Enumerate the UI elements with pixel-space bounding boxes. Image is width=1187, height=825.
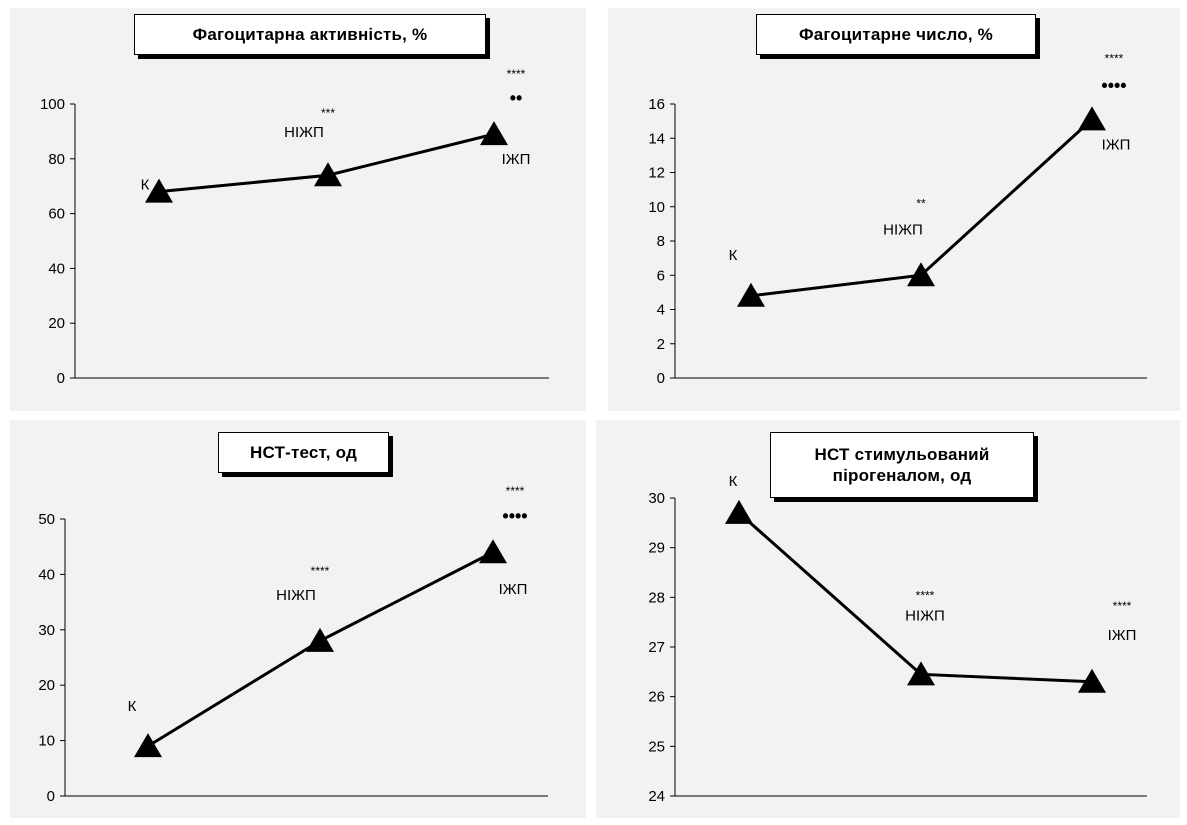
data-point-marker bbox=[480, 121, 508, 146]
data-point-marker bbox=[314, 162, 342, 187]
y-tick-label: 2 bbox=[657, 336, 665, 353]
significance-dots: •••• bbox=[502, 506, 527, 526]
y-tick-label: 12 bbox=[648, 165, 665, 182]
chart-title: Фагоцитарне число, % bbox=[756, 14, 1036, 55]
y-tick-label: 60 bbox=[48, 206, 65, 223]
y-tick-label: 10 bbox=[38, 733, 55, 750]
y-tick-label: 29 bbox=[648, 540, 665, 557]
chart-panel-phagocytic-number: 0 2 4 6 8 10 12 14 16 К НІЖП ** ІЖП **** •••• Фагоцита… bbox=[608, 8, 1180, 411]
y-tick-label: 30 bbox=[38, 622, 55, 639]
data-point-marker bbox=[145, 178, 173, 203]
chart-svg: 24 25 26 27 28 29 30 К НІЖП **** ІЖП **** bbox=[648, 473, 1147, 805]
category-label: ІЖП bbox=[502, 151, 531, 168]
data-point-marker bbox=[725, 499, 753, 524]
chart-panel-phagocytic-activity: 0 20 40 60 80 100 К НІЖП *** ІЖП **** •• Фагоцитарн… bbox=[10, 8, 586, 411]
chart-title: Фагоцитарна активність, % bbox=[134, 14, 486, 55]
y-tick-label: 40 bbox=[38, 566, 55, 583]
y-tick-label: 40 bbox=[48, 260, 65, 277]
chart-svg: 0 20 40 60 80 100 К НІЖП *** ІЖП **** •• bbox=[40, 67, 549, 387]
data-point-marker bbox=[479, 539, 507, 564]
significance-stars: **** bbox=[1113, 599, 1132, 613]
significance-stars: *** bbox=[321, 106, 335, 120]
significance-stars: ** bbox=[916, 196, 926, 210]
data-point-marker bbox=[737, 282, 765, 307]
y-tick-label: 20 bbox=[48, 315, 65, 332]
significance-stars: **** bbox=[311, 564, 330, 578]
significance-dots: •••• bbox=[1101, 75, 1126, 95]
category-label: К bbox=[141, 177, 150, 194]
data-point-marker bbox=[907, 661, 935, 686]
y-tick-label: 27 bbox=[648, 639, 665, 656]
chart-title: НСТ-тест, од bbox=[218, 432, 389, 473]
y-tick-label: 80 bbox=[48, 151, 65, 168]
y-tick-label: 0 bbox=[657, 370, 665, 387]
category-label: НІЖП bbox=[284, 124, 324, 141]
y-tick-label: 0 bbox=[47, 788, 55, 805]
y-tick-label: 16 bbox=[648, 96, 665, 113]
significance-stars: **** bbox=[506, 484, 525, 498]
y-tick-label: 20 bbox=[38, 677, 55, 694]
data-point-marker bbox=[907, 262, 935, 287]
y-tick-label: 4 bbox=[657, 302, 665, 319]
category-label: К bbox=[729, 247, 738, 264]
y-tick-label: 28 bbox=[648, 589, 665, 606]
y-tick-label: 0 bbox=[57, 370, 65, 387]
y-tick-label: 30 bbox=[648, 490, 665, 507]
category-label: НІЖП bbox=[883, 221, 923, 238]
y-tick-label: 26 bbox=[648, 689, 665, 706]
significance-stars: **** bbox=[1105, 51, 1124, 65]
significance-dots: •• bbox=[510, 88, 523, 108]
data-point-marker bbox=[134, 733, 162, 758]
data-point-marker bbox=[306, 627, 334, 652]
category-label: К bbox=[128, 698, 137, 715]
data-point-marker bbox=[1078, 668, 1106, 693]
category-label: НІЖП bbox=[905, 607, 945, 624]
chart-title-line-2: пірогеналом, од bbox=[832, 466, 972, 485]
chart-svg: 0 10 20 30 40 50 К НІЖП **** ІЖП **** •••• bbox=[38, 484, 548, 805]
y-tick-label: 8 bbox=[657, 233, 665, 250]
category-label: К bbox=[729, 473, 738, 490]
y-tick-label: 10 bbox=[648, 199, 665, 216]
chart-panel-nst-test: 0 10 20 30 40 50 К НІЖП **** ІЖП **** •••• НСТ-тест… bbox=[10, 420, 586, 818]
y-tick-label: 100 bbox=[40, 96, 65, 113]
category-label: ІЖП bbox=[1108, 627, 1137, 644]
significance-stars: **** bbox=[916, 588, 935, 602]
significance-stars: **** bbox=[507, 67, 526, 81]
category-label: ІЖП bbox=[1102, 136, 1131, 153]
y-tick-label: 6 bbox=[657, 267, 665, 284]
category-label: НІЖП bbox=[276, 587, 316, 604]
chart-svg: 0 2 4 6 8 10 12 14 16 К НІЖП ** ІЖП **** •••• bbox=[648, 51, 1147, 387]
y-tick-label: 24 bbox=[648, 788, 665, 805]
chart-panel-nst-stimulated: 24 25 26 27 28 29 30 К НІЖП **** ІЖП **** НСТ стиму… bbox=[596, 420, 1180, 818]
category-label: ІЖП bbox=[499, 581, 528, 598]
y-tick-label: 14 bbox=[648, 130, 665, 147]
y-tick-label: 25 bbox=[648, 738, 665, 755]
data-point-marker bbox=[1078, 106, 1106, 131]
chart-title: НСТ стимульований пірогеналом, од bbox=[770, 432, 1034, 498]
y-tick-label: 50 bbox=[38, 511, 55, 528]
chart-title-line-1: НСТ стимульований bbox=[814, 445, 990, 464]
